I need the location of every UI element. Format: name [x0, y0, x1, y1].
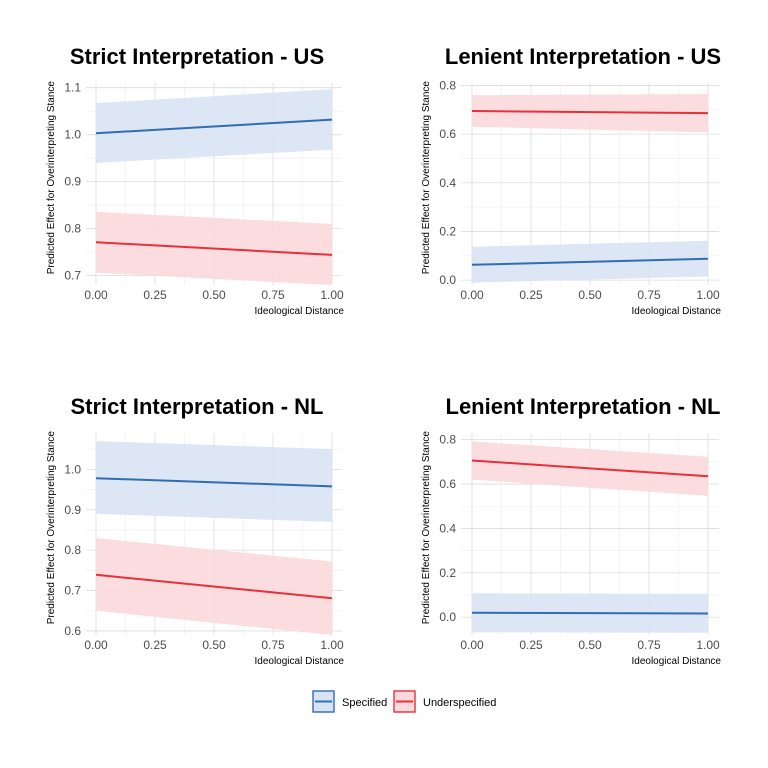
y-tick-label: 0.8 [439, 433, 456, 447]
panel-title: Strict Interpretation - NL [70, 394, 323, 419]
panel-title: Lenient Interpretation - NL [446, 394, 721, 419]
y-tick-label: 0.6 [439, 477, 456, 491]
series-line-specified [471, 611, 709, 615]
x-tick-label: 0.25 [143, 638, 167, 652]
x-axis-label: Ideological Distance [632, 656, 722, 667]
x-axis-label: Ideological Distance [632, 306, 722, 317]
y-tick-label: 0.7 [64, 584, 81, 598]
y-tick-label: 0.6 [439, 127, 456, 141]
y-tick-label: 0.0 [439, 273, 456, 287]
y-axis-label: Predicted Effect for Overinterpreting St… [421, 431, 432, 625]
y-tick-label: 1.0 [64, 128, 81, 142]
x-tick-label: 0.25 [519, 638, 543, 652]
y-tick-label: 0.8 [64, 543, 81, 557]
y-tick-label: 1.1 [64, 81, 81, 95]
x-tick-label: 1.00 [696, 638, 720, 652]
series-line-underspecified [471, 109, 709, 115]
y-tick-label: 0.2 [439, 566, 456, 580]
chart-panel-3: 0.00 0.25 0.50 0.75 1.00 0.6 0.7 0.8 0.9 1.0 Stric… [46, 394, 344, 667]
y-tick-label: 0.6 [64, 624, 81, 638]
y-tick-label: 0.4 [439, 176, 456, 190]
x-tick-label: 0.25 [143, 288, 167, 302]
y-axis-label: Predicted Effect for Overinterpreting St… [46, 431, 57, 625]
series-line-specified [95, 118, 333, 135]
y-tick-label: 0.2 [439, 224, 456, 238]
series-line-specified [471, 257, 709, 266]
series-line-specified [95, 477, 333, 488]
y-tick-label: 0.4 [439, 521, 456, 535]
x-tick-label: 0.75 [261, 288, 285, 302]
panel-title: Lenient Interpretation - US [445, 44, 721, 69]
series-line-underspecified [471, 459, 709, 478]
x-axis-label: Ideological Distance [255, 306, 345, 317]
chart-panel-2: 0.00 0.25 0.50 0.75 1.00 0.0 0.2 0.4 0.6 0.8 Lenie… [421, 44, 721, 317]
x-tick-label: 0.50 [202, 288, 226, 302]
x-tick-label: 0.50 [202, 638, 226, 652]
x-tick-label: 0.00 [84, 288, 108, 302]
x-tick-label: 0.25 [519, 288, 543, 302]
x-tick-label: 0.75 [637, 288, 661, 302]
y-axis-label: Predicted Effect for Overinterpreting St… [46, 81, 57, 275]
x-tick-label: 0.00 [460, 638, 484, 652]
y-tick-label: 0.7 [64, 269, 81, 283]
y-tick-label: 0.0 [439, 610, 456, 624]
y-tick-label: 1.0 [64, 462, 81, 476]
legend-label-underspecified: Underspecified [423, 697, 496, 709]
y-tick-label: 0.9 [64, 175, 81, 189]
x-tick-label: 0.50 [578, 288, 602, 302]
y-tick-label: 0.8 [439, 78, 456, 92]
x-tick-label: 1.00 [320, 288, 344, 302]
x-tick-label: 0.75 [261, 638, 285, 652]
y-tick-label: 0.8 [64, 222, 81, 236]
panel-title: Strict Interpretation - US [70, 44, 324, 69]
chart-panel-4: 0.00 0.25 0.50 0.75 1.00 0.0 0.2 0.4 0.6 0.8 Lenie… [421, 394, 721, 667]
x-tick-label: 0.50 [578, 638, 602, 652]
x-axis-label: Ideological Distance [255, 656, 345, 667]
x-tick-label: 0.75 [637, 638, 661, 652]
x-tick-label: 0.00 [84, 638, 108, 652]
x-tick-label: 1.00 [696, 288, 720, 302]
legend: Specified Underspecified [312, 690, 496, 713]
legend-label-specified: Specified [342, 697, 387, 709]
x-tick-label: 0.00 [460, 288, 484, 302]
y-tick-label: 0.9 [64, 503, 81, 517]
series-line-underspecified [95, 573, 333, 600]
y-axis-label: Predicted Effect for Overinterpreting St… [421, 81, 432, 275]
confidence-band-underspecified [472, 93, 708, 133]
x-tick-label: 1.00 [320, 638, 344, 652]
chart-panel-1: 0.00 0.25 0.50 0.75 1.00 0.7 0.8 0.9 1.0 1.1 Stric… [46, 44, 344, 317]
series-line-underspecified [95, 241, 333, 256]
